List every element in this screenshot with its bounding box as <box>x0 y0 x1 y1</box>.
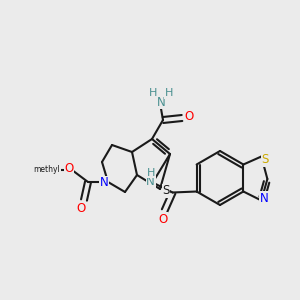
Text: S: S <box>162 184 170 197</box>
Text: methyl: methyl <box>34 166 60 175</box>
Text: H: H <box>146 167 155 178</box>
Text: N: N <box>146 175 155 188</box>
Text: O: O <box>158 213 167 226</box>
Text: O: O <box>64 161 74 175</box>
Text: S: S <box>262 153 269 166</box>
Text: N: N <box>260 192 269 205</box>
Text: O: O <box>184 110 194 124</box>
Text: H: H <box>165 88 173 98</box>
Text: O: O <box>76 202 85 215</box>
Text: H: H <box>149 88 157 98</box>
Text: N: N <box>100 176 108 190</box>
Text: N: N <box>157 95 165 109</box>
